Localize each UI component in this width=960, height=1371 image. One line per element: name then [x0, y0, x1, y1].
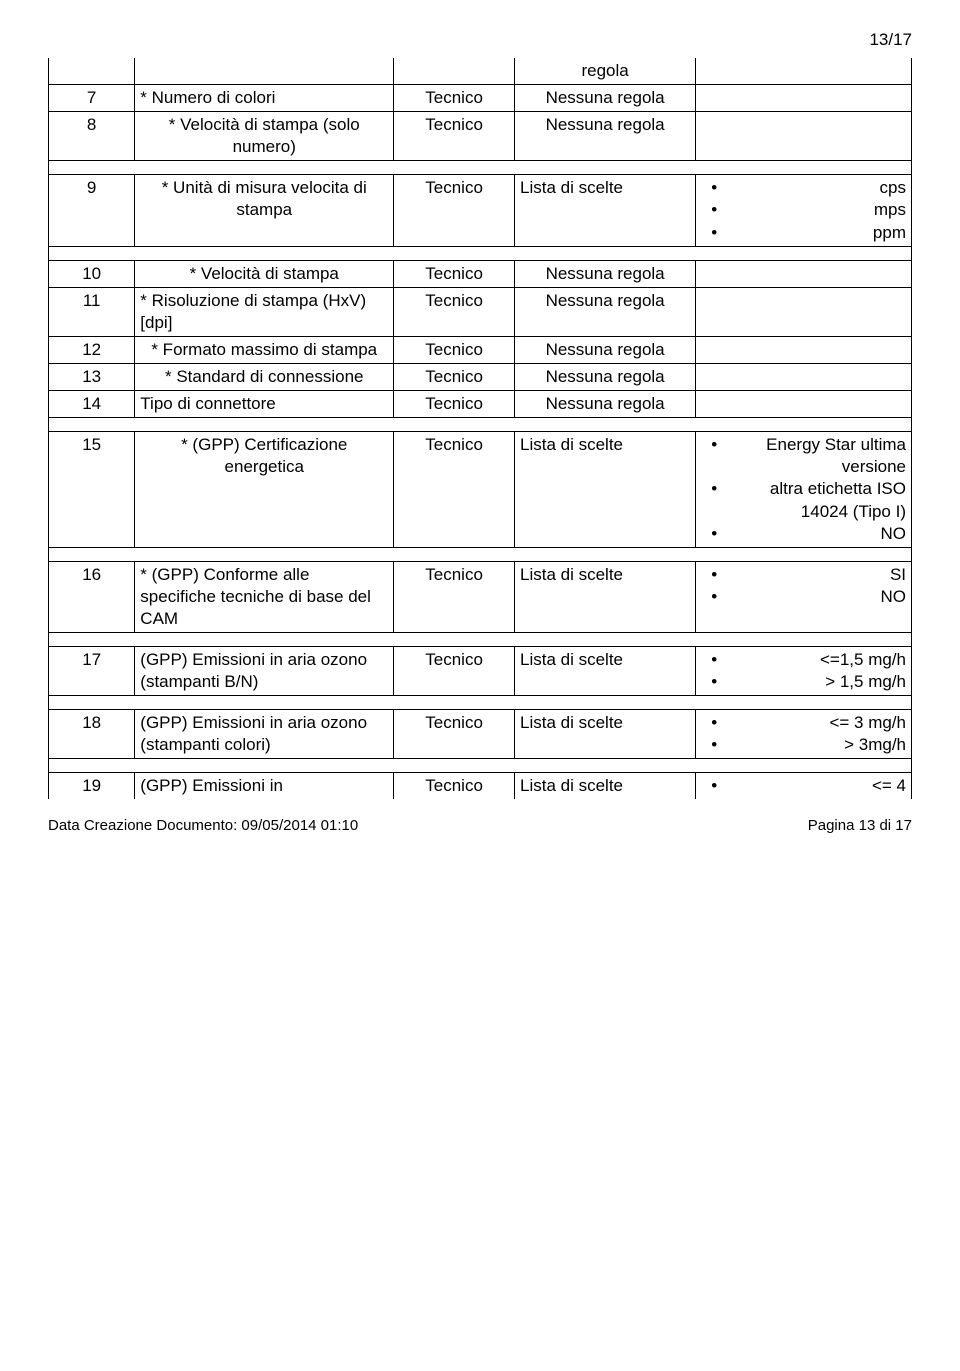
option-list: cps mps ppm — [701, 177, 906, 243]
table-row: 7 * Numero di colori Tecnico Nessuna reg… — [49, 85, 912, 112]
table-row: 13 * Standard di connessione Tecnico Nes… — [49, 364, 912, 391]
option-list: SI NO — [701, 564, 906, 608]
option-list: <= 3 mg/h > 3mg/h — [701, 712, 906, 756]
table-row: 12 * Formato massimo di stampa Tecnico N… — [49, 336, 912, 363]
table-row: regola — [49, 58, 912, 85]
spec-table: regola 7 * Numero di colori Tecnico Ness… — [48, 58, 912, 799]
footer-right: Pagina 13 di 17 — [808, 817, 912, 834]
footer-left: Data Creazione Documento: 09/05/2014 01:… — [48, 817, 358, 834]
table-row: 16 * (GPP) Conforme alle specifiche tecn… — [49, 561, 912, 632]
page-number-header: 13/17 — [48, 30, 912, 50]
table-row: 10 * Velocità di stampa Tecnico Nessuna … — [49, 260, 912, 287]
option-list: <= 4 — [701, 775, 906, 797]
table-row: 9 * Unità di misura velocita di stampa T… — [49, 175, 912, 246]
table-row: 11 * Risoluzione di stampa (HxV) [dpi] T… — [49, 287, 912, 336]
option-list: <=1,5 mg/h > 1,5 mg/h — [701, 649, 906, 693]
table-row: 14 Tipo di connettore Tecnico Nessuna re… — [49, 391, 912, 418]
option-list: Energy Star ultima versione altra etiche… — [701, 434, 906, 544]
table-row: 19 (GPP) Emissioni in Tecnico Lista di s… — [49, 773, 912, 800]
table-row: 15 * (GPP) Certificazione energetica Tec… — [49, 432, 912, 547]
table-row: 18 (GPP) Emissioni in aria ozono (stampa… — [49, 710, 912, 759]
page-footer: Data Creazione Documento: 09/05/2014 01:… — [48, 817, 912, 834]
table-row: 17 (GPP) Emissioni in aria ozono (stampa… — [49, 646, 912, 695]
table-row: 8 * Velocità di stampa (solo numero) Tec… — [49, 112, 912, 161]
